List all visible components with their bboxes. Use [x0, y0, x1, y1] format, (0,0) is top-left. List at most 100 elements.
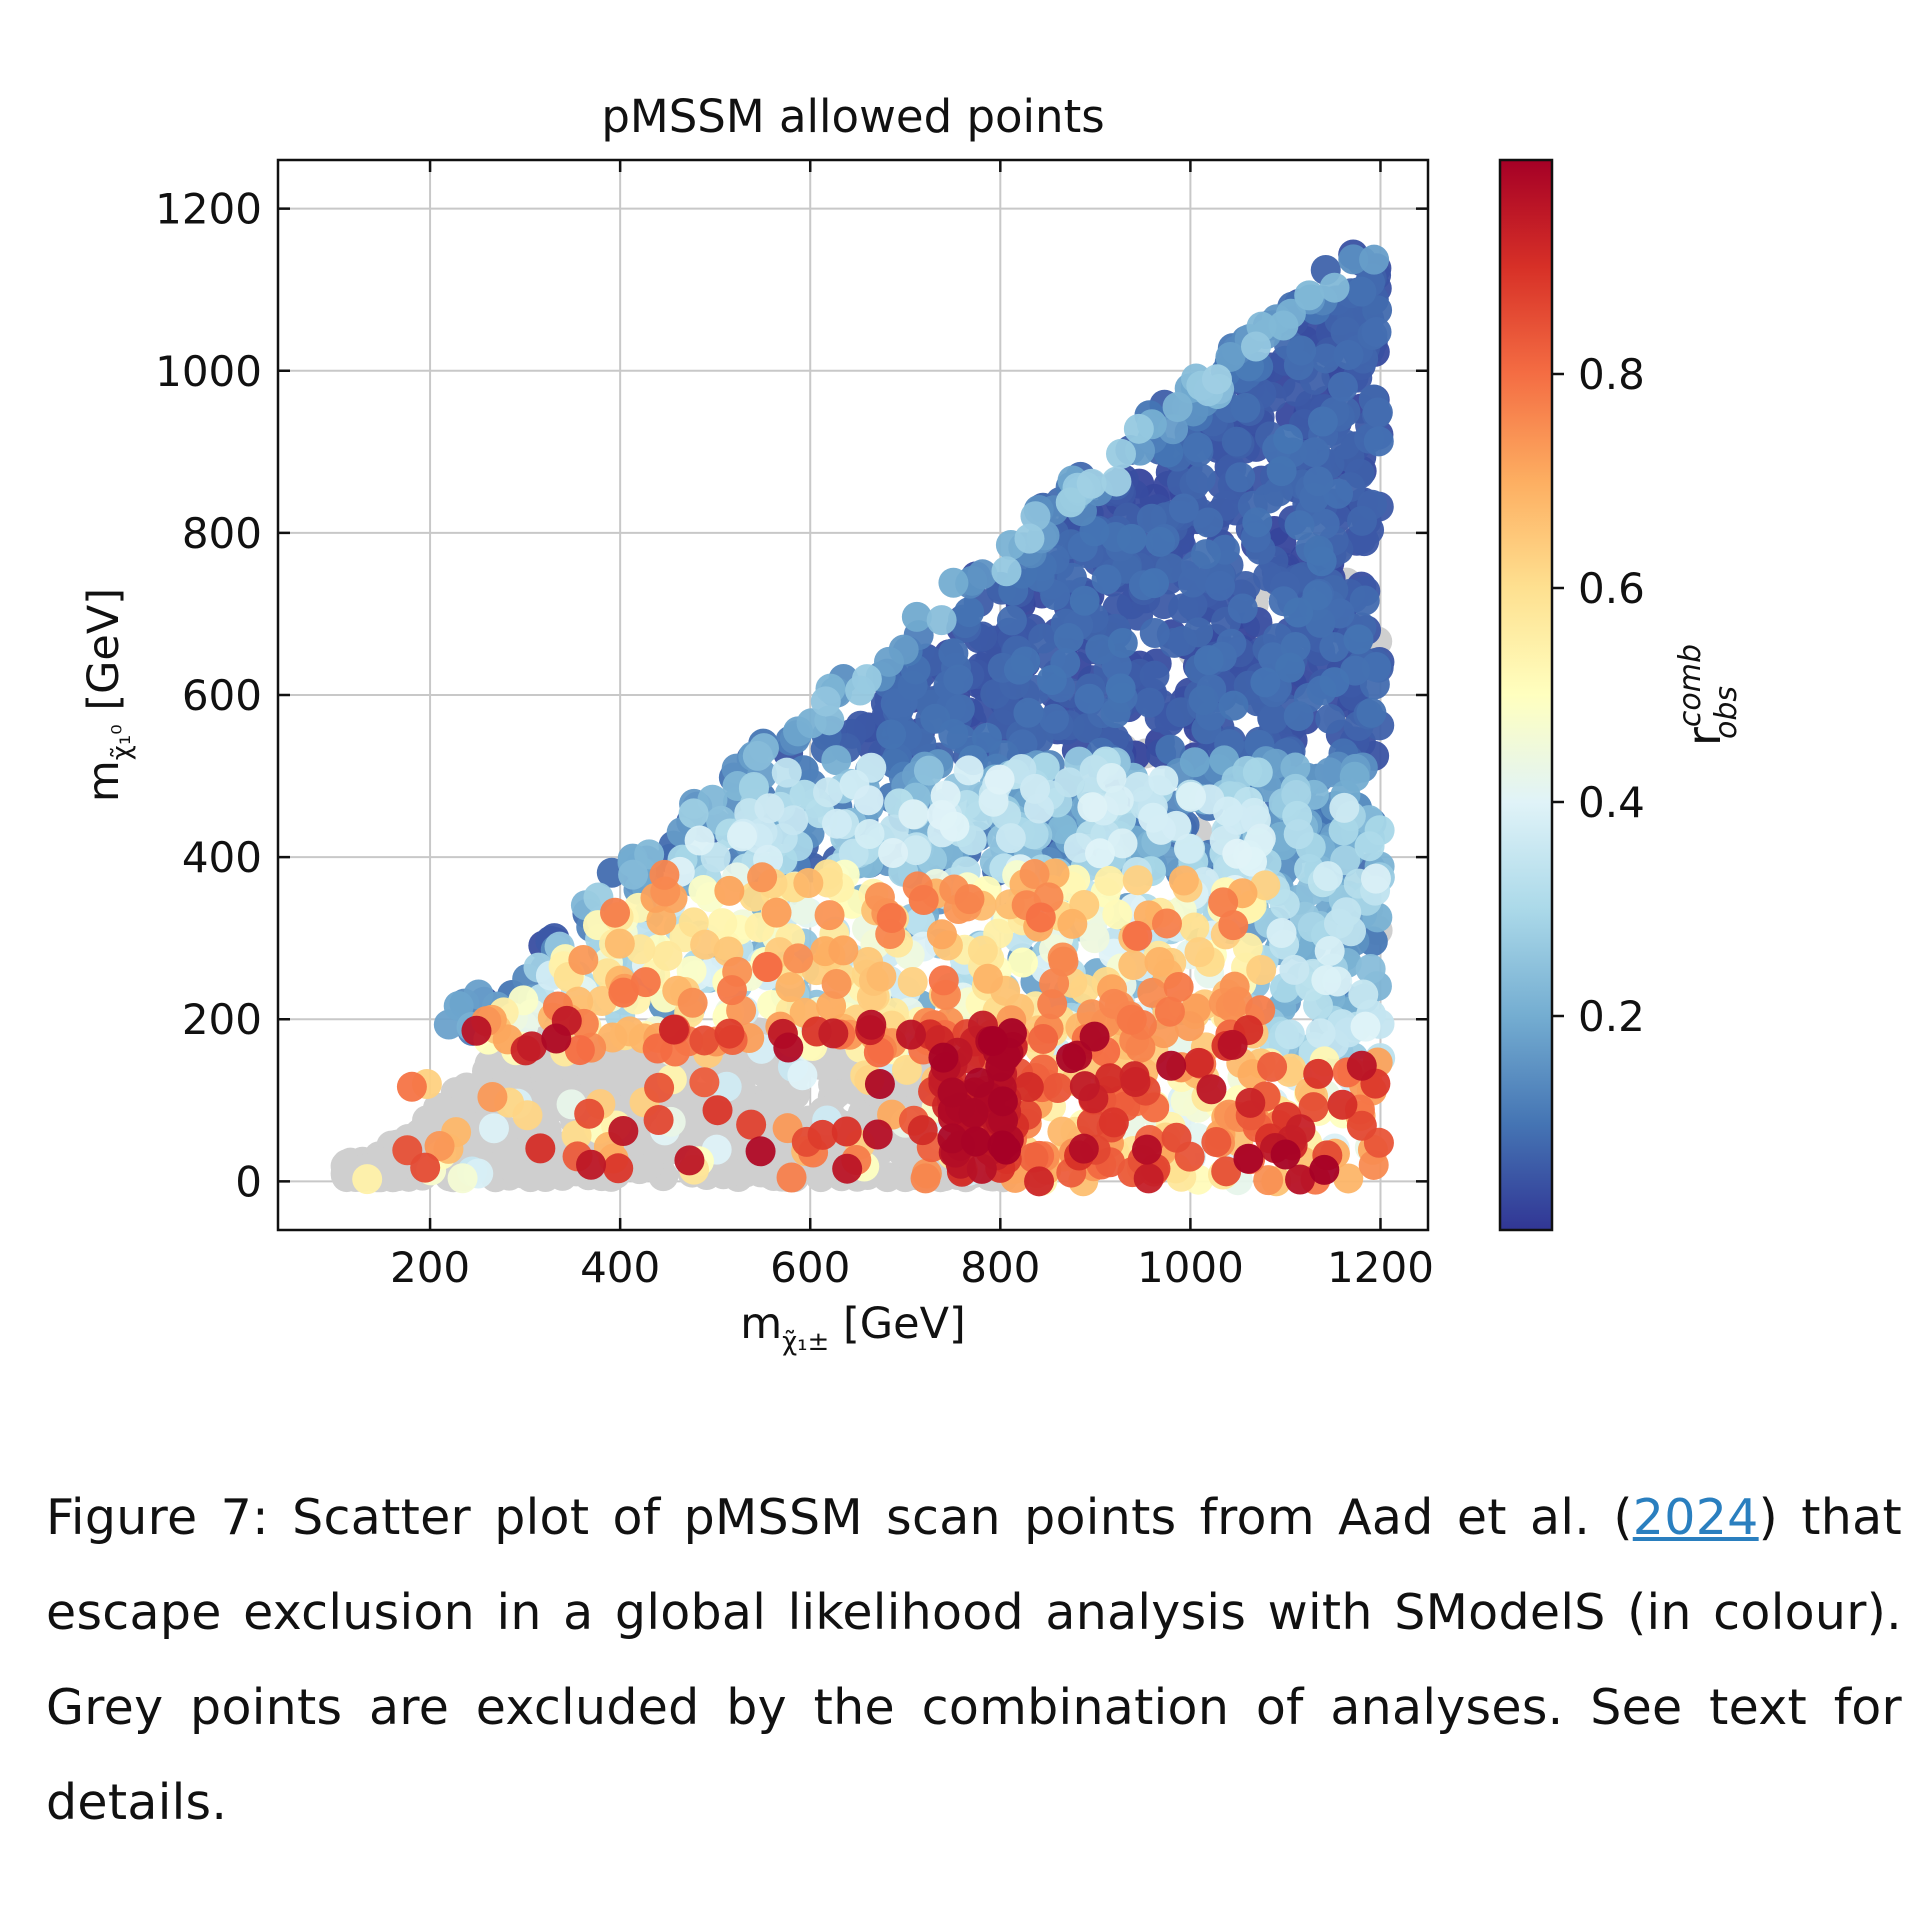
allowed-point — [807, 1119, 838, 1150]
allowed-point — [972, 963, 1003, 994]
colorbar-label-sup: comb — [1673, 644, 1708, 727]
x-tick-label: 800 — [960, 1243, 1040, 1292]
allowed-point — [1310, 343, 1341, 374]
allowed-point — [828, 935, 859, 966]
allowed-point — [1193, 507, 1224, 538]
allowed-point — [1137, 977, 1168, 1008]
allowed-point — [1298, 1092, 1329, 1123]
allowed-point — [1319, 272, 1350, 303]
allowed-point — [1116, 1004, 1147, 1035]
allowed-point — [424, 1130, 455, 1161]
scatter-points — [330, 239, 1396, 1197]
allowed-point — [864, 1069, 895, 1100]
allowed-point — [1346, 1050, 1377, 1081]
allowed-point — [1076, 1107, 1107, 1138]
y-axis-label-unit: [GeV] — [79, 588, 129, 724]
allowed-point — [1079, 923, 1110, 954]
allowed-point — [1010, 646, 1041, 677]
allowed-point — [926, 919, 957, 950]
allowed-point — [761, 897, 792, 928]
colorbar-tick-label: 0.4 — [1578, 778, 1645, 827]
allowed-point — [1360, 863, 1391, 894]
colorbar-tick-label: 0.2 — [1578, 992, 1645, 1041]
allowed-point — [1105, 673, 1136, 704]
allowed-point — [714, 875, 745, 906]
allowed-point — [1314, 936, 1345, 967]
allowed-point — [1230, 392, 1261, 423]
allowed-point — [1057, 908, 1088, 939]
x-tick-label: 1000 — [1137, 1243, 1244, 1292]
allowed-point — [1077, 792, 1108, 823]
allowed-point — [644, 1072, 675, 1103]
allowed-point — [1269, 889, 1300, 920]
allowed-point — [967, 559, 998, 590]
allowed-point — [1275, 652, 1306, 683]
allowed-point — [773, 1032, 804, 1063]
allowed-point — [1131, 1134, 1162, 1165]
allowed-point — [810, 686, 841, 717]
allowed-point — [960, 1126, 991, 1157]
allowed-point — [910, 1163, 941, 1194]
allowed-point — [1100, 698, 1131, 729]
allowed-point — [987, 1086, 1018, 1117]
allowed-point — [1094, 865, 1125, 896]
allowed-point — [1028, 623, 1059, 654]
allowed-point — [608, 977, 639, 1008]
allowed-point — [831, 1116, 862, 1147]
allowed-point — [901, 601, 932, 632]
allowed-point — [776, 1162, 807, 1193]
allowed-point — [608, 1115, 639, 1146]
allowed-point — [707, 908, 738, 939]
allowed-point — [896, 1019, 927, 1050]
allowed-point — [603, 1153, 634, 1184]
allowed-point — [1283, 819, 1314, 850]
allowed-point — [1205, 570, 1236, 601]
allowed-point — [1118, 949, 1149, 980]
allowed-point — [1096, 762, 1127, 793]
allowed-point — [1319, 632, 1350, 663]
allowed-point — [516, 1031, 547, 1062]
allowed-point — [1055, 487, 1086, 518]
allowed-point — [876, 719, 907, 750]
allowed-point — [1176, 781, 1207, 812]
allowed-point — [711, 1071, 742, 1102]
allowed-point — [944, 694, 975, 725]
allowed-point — [1163, 971, 1194, 1002]
allowed-point — [1183, 617, 1214, 648]
allowed-point — [618, 859, 649, 890]
allowed-point — [1019, 859, 1050, 890]
y-axis-label-base: m — [79, 760, 129, 802]
citation-link[interactable]: 2024 — [1632, 1489, 1759, 1546]
allowed-point — [736, 1109, 767, 1140]
allowed-point — [561, 1120, 592, 1151]
allowed-point — [908, 884, 939, 915]
allowed-point — [1069, 1071, 1100, 1102]
allowed-point — [576, 1149, 607, 1180]
allowed-point — [793, 868, 824, 899]
allowed-point — [716, 975, 747, 1006]
allowed-point — [568, 944, 599, 975]
allowed-point — [690, 929, 721, 960]
allowed-point — [658, 1014, 689, 1045]
allowed-point — [1201, 364, 1232, 395]
allowed-point — [1285, 1164, 1316, 1195]
allowed-point — [1323, 908, 1354, 939]
allowed-point — [1311, 965, 1342, 996]
allowed-point — [1098, 1107, 1129, 1138]
allowed-point — [1253, 1165, 1284, 1196]
allowed-point — [1068, 1133, 1099, 1164]
x-axis-label-base: m — [740, 1299, 782, 1349]
allowed-point — [954, 597, 985, 628]
allowed-point — [678, 798, 709, 829]
excluded-point — [522, 1158, 553, 1189]
allowed-point — [1343, 624, 1374, 655]
allowed-point — [1315, 703, 1346, 734]
allowed-point — [1273, 424, 1304, 455]
allowed-point — [1013, 1072, 1044, 1103]
colorbar-tick-label: 0.8 — [1578, 350, 1645, 399]
allowed-point — [649, 859, 680, 890]
allowed-point — [1250, 667, 1281, 698]
allowed-point — [814, 900, 845, 931]
allowed-point — [1268, 310, 1299, 341]
colorbar-label: rcombobs — [1673, 644, 1744, 746]
